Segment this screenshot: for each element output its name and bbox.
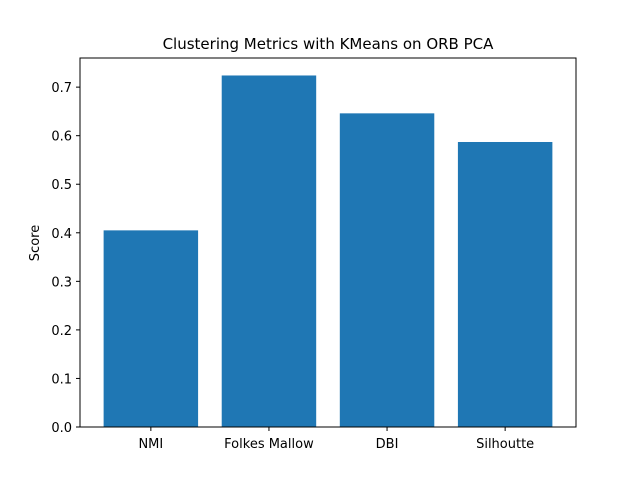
- x-tick-label: Folkes Mallow: [224, 437, 314, 452]
- y-tick-label: 0.5: [51, 178, 72, 193]
- y-tick-label: 0.1: [51, 372, 72, 387]
- bars-group: [103, 75, 553, 428]
- y-tick-label: 0.7: [51, 81, 72, 96]
- y-tick-label: 0.4: [51, 227, 72, 242]
- chart-title: Clustering Metrics with KMeans on ORB PC…: [163, 35, 495, 53]
- x-tick-label: DBI: [376, 437, 399, 452]
- bar-0: [103, 230, 199, 427]
- bar-1: [221, 75, 317, 428]
- bar-3: [457, 141, 553, 428]
- y-tick-label: 0.3: [51, 275, 72, 290]
- y-tick-label: 0.2: [51, 324, 72, 339]
- y-axis-ticks: 0.0 0.1 0.2 0.3 0.4 0.5 0.6 0.7: [51, 81, 80, 436]
- x-axis-ticks: NMI Folkes Mallow DBI Silhoutte: [138, 427, 534, 452]
- y-axis-label: Score: [28, 225, 43, 261]
- y-tick-label: 0.0: [51, 421, 72, 436]
- y-tick-label: 0.6: [51, 130, 72, 145]
- bar-2: [339, 113, 435, 427]
- x-tick-label: NMI: [138, 437, 163, 452]
- plot-frame: [79, 57, 577, 428]
- x-tick-label: Silhoutte: [476, 437, 534, 452]
